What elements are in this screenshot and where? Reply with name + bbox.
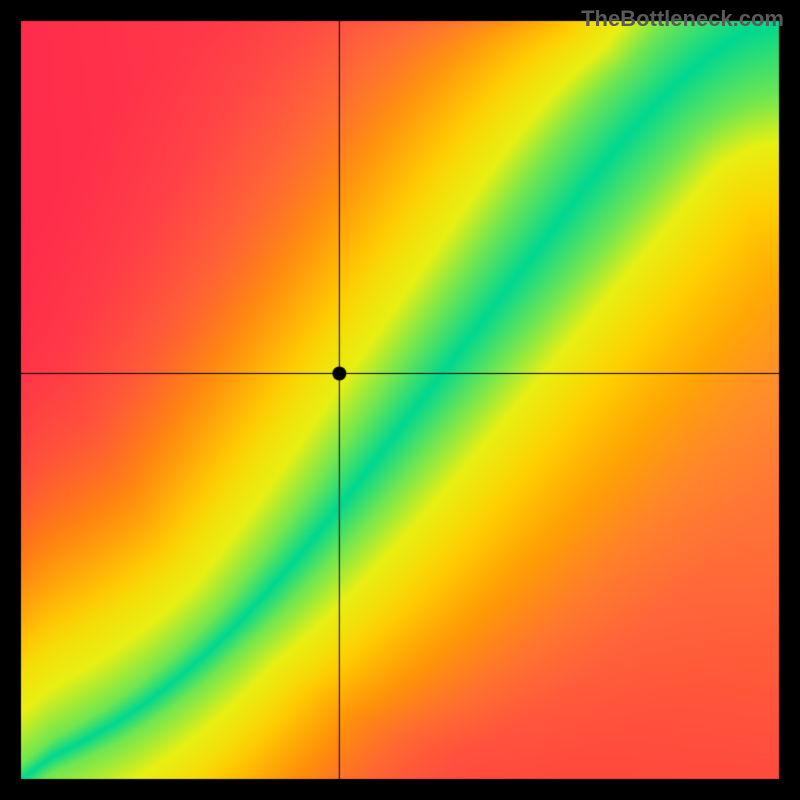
bottleneck-heatmap [0, 0, 800, 800]
watermark-label: TheBottleneck.com [581, 6, 784, 32]
chart-container: TheBottleneck.com [0, 0, 800, 800]
